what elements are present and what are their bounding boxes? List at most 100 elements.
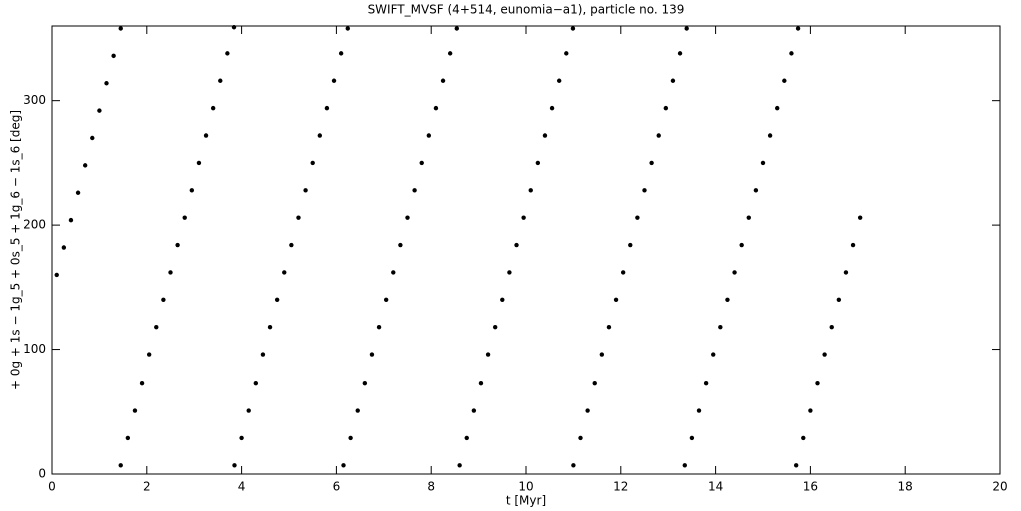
data-point xyxy=(620,270,626,275)
data-point xyxy=(246,408,251,413)
x-tick-label: 8 xyxy=(427,480,435,494)
data-point xyxy=(175,242,180,248)
data-point xyxy=(405,215,410,220)
y-tick-label: 100 xyxy=(23,342,46,356)
data-point xyxy=(118,463,123,468)
data-point xyxy=(767,133,773,138)
data-point xyxy=(303,188,308,193)
data-point xyxy=(571,463,576,468)
data-point xyxy=(310,160,315,166)
data-point xyxy=(500,297,505,302)
data-point xyxy=(492,324,498,330)
data-point xyxy=(570,26,576,31)
data-point xyxy=(478,380,484,386)
data-point xyxy=(426,133,432,138)
data-point xyxy=(267,324,273,330)
y-tick-label: 200 xyxy=(23,218,46,232)
x-tick-label: 2 xyxy=(143,480,151,494)
data-point xyxy=(218,78,223,83)
data-point xyxy=(696,408,702,413)
data-point xyxy=(61,245,67,250)
data-point xyxy=(670,78,676,83)
data-point xyxy=(857,215,863,220)
data-point xyxy=(535,160,541,166)
x-axis-label: t [Myr] xyxy=(506,494,546,508)
data-point xyxy=(68,217,74,223)
data-point xyxy=(324,105,330,111)
data-point xyxy=(606,324,612,330)
data-point xyxy=(369,352,375,357)
data-point xyxy=(232,463,237,468)
data-point xyxy=(642,188,647,193)
data-point xyxy=(338,51,344,56)
data-point xyxy=(514,242,519,248)
data-point xyxy=(161,297,166,302)
data-point xyxy=(274,297,280,302)
data-point xyxy=(189,188,195,193)
data-point xyxy=(815,380,820,386)
data-point xyxy=(440,78,446,83)
data-point xyxy=(656,133,661,138)
data-point xyxy=(398,242,403,248)
data-point xyxy=(362,380,368,386)
data-point xyxy=(419,160,424,166)
data-point xyxy=(542,133,548,138)
data-point xyxy=(760,160,766,166)
data-point xyxy=(317,133,323,138)
data-point xyxy=(613,297,619,302)
data-point xyxy=(485,352,491,357)
y-tick-label: 0 xyxy=(38,467,46,481)
data-point xyxy=(808,408,813,413)
data-point xyxy=(203,133,209,138)
data-point xyxy=(703,380,709,386)
data-point xyxy=(139,380,145,386)
data-point xyxy=(775,105,780,111)
data-point xyxy=(753,188,759,193)
data-point xyxy=(795,26,801,31)
data-point xyxy=(471,408,477,413)
x-tick-label: 18 xyxy=(898,480,913,494)
data-point xyxy=(125,435,131,441)
data-point xyxy=(684,26,689,31)
data-point xyxy=(789,51,794,56)
data-point xyxy=(599,352,605,357)
data-point xyxy=(850,242,856,248)
x-tick-label: 14 xyxy=(708,480,723,494)
data-point xyxy=(253,380,259,386)
data-point xyxy=(782,78,787,83)
data-point xyxy=(528,188,533,193)
data-point xyxy=(689,435,695,441)
x-tick-label: 12 xyxy=(613,480,628,494)
x-tick-label: 10 xyxy=(518,480,533,494)
data-point xyxy=(635,215,640,220)
data-point xyxy=(282,270,287,275)
data-point xyxy=(75,190,81,195)
data-point xyxy=(289,242,294,248)
data-point xyxy=(578,435,583,441)
data-point xyxy=(412,188,417,193)
data-point xyxy=(118,26,123,31)
chart-title: SWIFT_MVSF (4+514, eunomia−a1), particle… xyxy=(368,3,685,17)
data-point xyxy=(725,297,730,302)
data-point xyxy=(376,324,382,330)
data-point xyxy=(383,297,389,302)
data-point xyxy=(585,408,590,413)
data-point xyxy=(82,163,88,168)
data-point xyxy=(457,463,462,468)
y-axis-label: + 0g + 1s − 1g_5 + 0s_5 + 1g_6 − 1s_6 [d… xyxy=(9,110,23,390)
data-point xyxy=(556,78,562,83)
data-point xyxy=(746,215,751,220)
data-point xyxy=(663,105,669,111)
data-point xyxy=(822,352,827,357)
data-point xyxy=(391,270,396,275)
data-point xyxy=(433,105,439,111)
data-point xyxy=(104,81,109,86)
x-tick-label: 4 xyxy=(238,480,246,494)
data-point xyxy=(718,324,723,330)
data-point xyxy=(345,26,350,31)
data-point xyxy=(793,463,799,468)
data-point xyxy=(154,324,159,330)
data-point xyxy=(239,435,244,441)
